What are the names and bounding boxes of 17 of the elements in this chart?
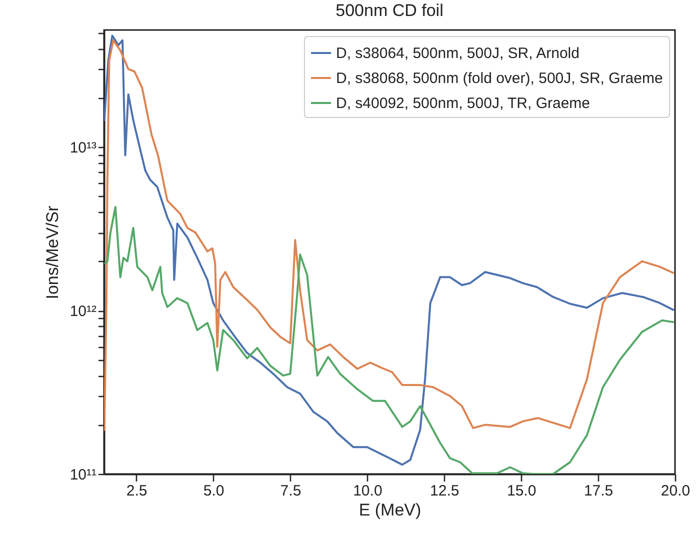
x-tick-label: 5.0 [203,482,224,500]
x-tick-label: 17.5 [584,482,614,500]
x-tick-label: 12.5 [430,482,460,500]
legend-label: D, s40092, 500nm, 500J, TR, Graeme [336,95,590,112]
x-axis-title: E (MeV) [358,500,422,520]
y-axis-title: Ions/MeV/Sr [42,205,62,300]
legend-label: D, s38064, 500nm, 500J, SR, Arnold [336,45,580,62]
y-tick-label: 10¹² [70,303,96,320]
y-tick-label: 10¹¹ [70,466,96,484]
chart-title: 500nm CD foil [336,0,444,20]
x-tick-label: 15.0 [506,482,536,500]
x-tick-label: 20.0 [660,482,690,500]
x-tick-label: 7.5 [280,482,302,500]
x-tick-label: 10.0 [353,482,382,500]
legend-label: D, s38068, 500nm (fold over), 500J, SR, Graeme [336,70,663,87]
y-tick-label: 10¹³ [70,140,96,157]
x-tick-label: 2.5 [126,482,148,500]
